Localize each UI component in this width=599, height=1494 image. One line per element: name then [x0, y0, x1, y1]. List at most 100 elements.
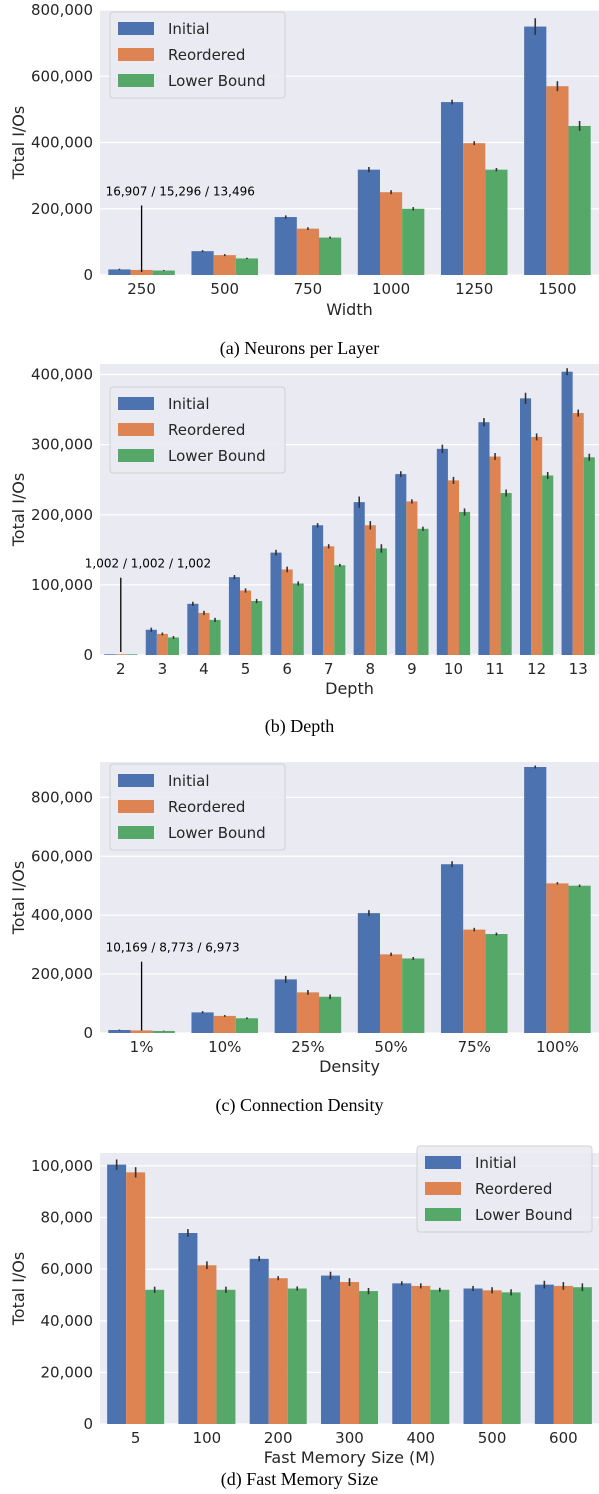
legend-label: Initial — [168, 395, 210, 413]
bar-initial — [392, 1283, 412, 1424]
x-tick-label: 1000 — [372, 280, 410, 298]
bar-lower-bound — [501, 1292, 521, 1424]
bar-initial — [395, 474, 407, 655]
bar-initial — [108, 1030, 131, 1033]
figure-caption: (d) Fast Memory Size — [221, 1469, 378, 1490]
x-tick-label: 50% — [374, 1038, 407, 1056]
bar-lower-bound — [235, 258, 259, 275]
legend-label: Lower Bound — [475, 1206, 573, 1224]
bar-initial — [191, 1012, 214, 1033]
x-tick-label: 10 — [444, 660, 463, 678]
y-tick-label: 400,000 — [31, 134, 93, 152]
legend-label: Reordered — [168, 421, 245, 439]
x-tick-label: 1250 — [455, 280, 493, 298]
x-tick-label: 11 — [485, 660, 504, 678]
y-axis-label: Total I/Os — [9, 473, 28, 548]
x-tick-label: 9 — [407, 660, 417, 678]
x-tick-label: 400 — [406, 1429, 435, 1447]
x-tick-label: 5 — [131, 1429, 141, 1447]
bar-lower-bound — [500, 493, 512, 655]
bar-initial — [440, 102, 464, 276]
bar-lower-bound — [216, 1289, 236, 1424]
bar-initial — [249, 1258, 269, 1424]
legend-label: Reordered — [168, 46, 245, 64]
legend-swatch — [118, 774, 154, 787]
bar-reordered — [463, 143, 486, 275]
figure-caption: (c) Connection Density — [216, 1095, 384, 1116]
bar-lower-bound — [126, 654, 138, 655]
bar-initial — [145, 629, 157, 655]
y-axis-label: Total I/Os — [9, 861, 28, 936]
bar-lower-bound — [485, 169, 508, 275]
bar-reordered — [130, 1030, 153, 1033]
y-tick-label: 60,000 — [41, 1260, 94, 1278]
legend-swatch — [118, 449, 154, 462]
bar-initial — [270, 552, 282, 655]
x-tick-label: 25% — [291, 1038, 324, 1056]
y-tick-label: 40,000 — [41, 1312, 94, 1330]
bar-initial — [108, 269, 131, 275]
x-tick-label: 100 — [193, 1429, 222, 1447]
legend-swatch — [118, 397, 154, 410]
bar-reordered — [115, 654, 127, 655]
legend-label: Reordered — [475, 1180, 552, 1198]
x-tick-label: 13 — [569, 660, 588, 678]
bar-initial — [178, 1233, 198, 1424]
bar-lower-bound — [167, 637, 180, 655]
bar-lower-bound — [568, 885, 591, 1033]
x-tick-label: 3 — [158, 660, 168, 678]
x-tick-label: 2 — [116, 660, 126, 678]
legend-swatch — [425, 1182, 461, 1195]
bar-lower-bound — [459, 511, 471, 655]
y-tick-label: 300,000 — [31, 436, 93, 454]
y-tick-label: 200,000 — [31, 506, 93, 524]
bar-lower-bound — [287, 1288, 307, 1424]
x-tick-label: 500 — [478, 1429, 507, 1447]
bar-lower-bound — [359, 1291, 379, 1424]
bar-initial — [274, 979, 297, 1033]
legend-swatch — [118, 800, 154, 813]
bar-initial — [228, 577, 240, 655]
legend-swatch — [118, 74, 154, 87]
legend-swatch — [118, 423, 154, 436]
bar-initial — [561, 371, 573, 655]
bar-reordered — [296, 992, 320, 1033]
bar-lower-bound — [251, 601, 263, 655]
x-tick-label: 5 — [241, 660, 251, 678]
x-tick-label: 750 — [294, 280, 323, 298]
bar-initial — [191, 251, 214, 275]
legend-swatch — [425, 1156, 461, 1169]
bar-reordered — [323, 546, 335, 655]
figure-caption: (a) Neurons per Layer — [220, 338, 379, 359]
y-tick-label: 100,000 — [31, 576, 93, 594]
bar-initial — [274, 217, 297, 275]
bar-lower-bound — [235, 1018, 259, 1033]
x-tick-label: 1% — [130, 1038, 154, 1056]
bar-lower-bound — [402, 958, 425, 1033]
x-tick-label: 300 — [335, 1429, 364, 1447]
bar-initial — [440, 864, 464, 1033]
y-axis-label: Total I/Os — [9, 106, 28, 181]
annotation-text: 1,002 / 1,002 / 1,002 — [85, 557, 211, 571]
bar-reordered — [213, 1015, 236, 1033]
chart-panel-2 — [100, 762, 599, 1034]
chart-panel-3 — [100, 1145, 599, 1425]
bar-lower-bound — [152, 270, 175, 275]
bar-reordered — [198, 612, 210, 655]
bar-reordered — [364, 525, 376, 655]
bar-initial — [524, 767, 547, 1033]
bar-initial — [534, 1284, 554, 1424]
x-axis-label: Fast Memory Size (M) — [264, 1448, 436, 1467]
bar-reordered — [379, 192, 403, 275]
x-tick-label: 1500 — [538, 280, 576, 298]
bar-lower-bound — [319, 237, 342, 275]
y-tick-label: 800,000 — [31, 788, 93, 806]
x-tick-label: 75% — [458, 1038, 491, 1056]
chart-panel-0 — [100, 9, 599, 276]
y-tick-label: 800,000 — [31, 1, 93, 19]
x-tick-label: 7 — [324, 660, 334, 678]
legend-label: Initial — [168, 20, 210, 38]
legend-label: Initial — [475, 1154, 517, 1172]
bar-reordered — [463, 929, 486, 1033]
x-tick-label: 250 — [127, 280, 156, 298]
